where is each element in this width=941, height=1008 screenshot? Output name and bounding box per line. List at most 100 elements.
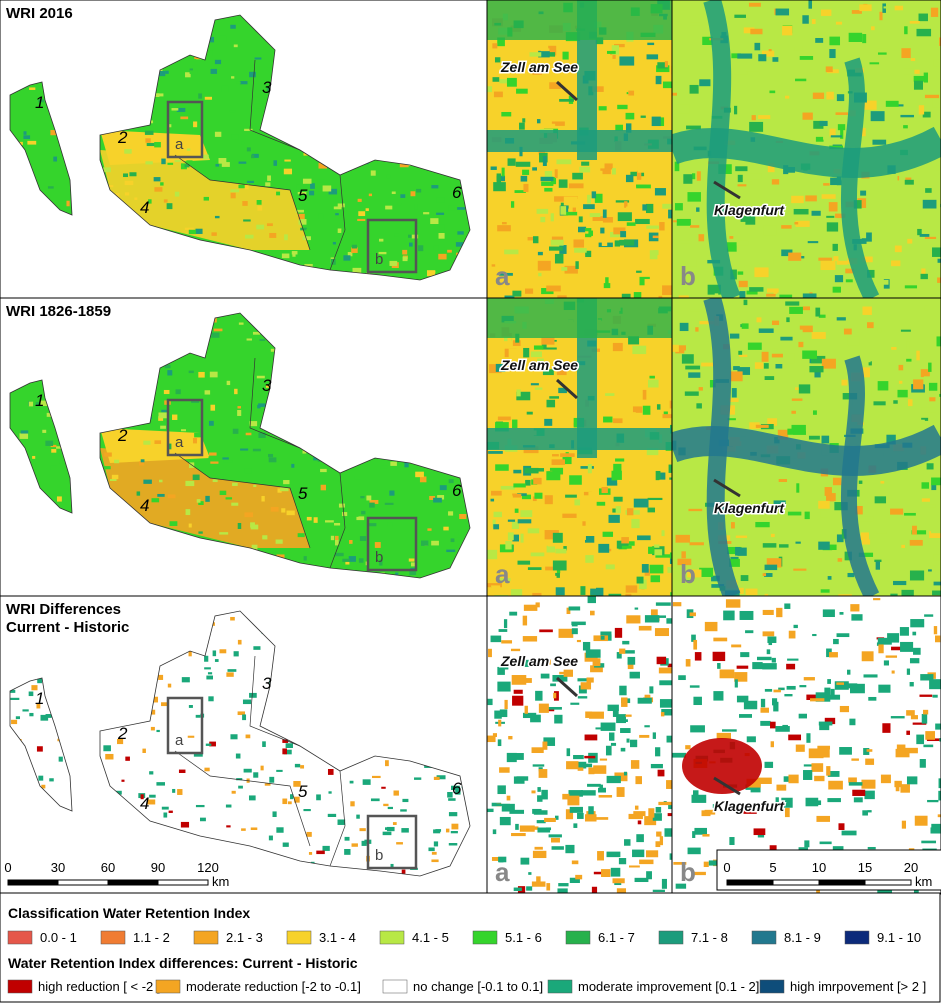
raster-cell	[276, 540, 283, 544]
raster-cell	[490, 239, 496, 247]
raster-cell	[402, 799, 408, 802]
raster-cell	[247, 181, 254, 183]
raster-cell	[318, 214, 323, 219]
scale-segment	[108, 880, 158, 885]
valley	[487, 0, 672, 40]
raster-cell	[536, 602, 540, 607]
raster-cell	[210, 50, 213, 56]
raster-cell	[851, 758, 859, 760]
raster-cell	[447, 250, 452, 253]
raster-cell	[729, 236, 733, 239]
raster-cell	[884, 6, 890, 8]
raster-cell	[281, 508, 285, 512]
raster-cell	[762, 663, 777, 669]
raster-cell	[808, 241, 819, 243]
raster-cell	[105, 754, 113, 760]
raster-cell	[934, 626, 937, 634]
raster-cell	[573, 239, 584, 247]
raster-cell	[841, 380, 847, 386]
raster-cell	[636, 185, 646, 187]
raster-cell	[757, 657, 772, 660]
raster-cell	[618, 719, 628, 722]
raster-cell	[295, 764, 300, 767]
raster-cell	[784, 353, 794, 363]
raster-cell	[508, 158, 516, 165]
raster-cell	[737, 54, 752, 59]
raster-cell	[431, 859, 438, 862]
raster-cell	[906, 731, 910, 735]
raster-cell	[222, 457, 228, 459]
raster-cell	[350, 473, 354, 478]
place-label: Klagenfurt	[714, 500, 785, 516]
raster-cell	[552, 846, 564, 850]
raster-cell	[499, 79, 507, 83]
raster-cell	[558, 883, 568, 886]
raster-cell	[723, 611, 734, 621]
raster-cell	[897, 745, 906, 754]
raster-cell	[498, 417, 511, 421]
raster-cell	[806, 798, 819, 807]
raster-cell	[763, 631, 775, 636]
raster-cell	[764, 225, 776, 235]
raster-cell	[923, 745, 933, 748]
raster-cell	[630, 740, 637, 747]
raster-cell	[907, 669, 910, 675]
raster-cell	[499, 629, 508, 632]
raster-cell	[787, 659, 798, 661]
raster-cell	[582, 521, 585, 526]
raster-cell	[820, 510, 828, 517]
raster-cell	[316, 851, 324, 854]
raster-cell	[672, 93, 677, 96]
raster-cell	[528, 528, 539, 533]
raster-cell	[588, 492, 599, 497]
raster-cell	[822, 436, 830, 444]
raster-cell	[581, 162, 589, 166]
raster-cell	[551, 213, 554, 221]
raster-cell	[799, 847, 808, 850]
raster-cell	[151, 498, 159, 502]
raster-cell	[215, 659, 219, 662]
raster-cell	[149, 795, 156, 798]
raster-cell	[343, 255, 350, 260]
raster-cell	[648, 380, 659, 388]
raster-cell	[822, 194, 836, 199]
raster-cell	[833, 256, 838, 261]
raster-cell	[287, 511, 295, 516]
scale-tick-label: 90	[151, 860, 165, 875]
raster-cell	[349, 556, 356, 562]
raster-cell	[848, 337, 859, 346]
raster-cell	[414, 777, 421, 779]
raster-cell	[851, 614, 862, 620]
raster-cell	[836, 682, 844, 684]
raster-cell	[734, 106, 737, 114]
raster-cell	[827, 222, 838, 231]
raster-cell	[214, 329, 223, 332]
raster-cell	[359, 828, 365, 831]
raster-cell	[335, 536, 339, 540]
legend-label: moderate reduction [-2 to -0.1]	[186, 979, 361, 994]
raster-cell	[258, 403, 265, 407]
raster-cell	[803, 306, 810, 310]
raster-cell	[320, 469, 327, 472]
raster-cell	[446, 829, 449, 833]
raster-cell	[143, 441, 150, 445]
raster-cell	[657, 404, 661, 409]
raster-cell	[772, 348, 777, 350]
raster-cell	[170, 521, 178, 526]
raster-cell	[232, 483, 238, 486]
raster-cell	[497, 173, 501, 183]
raster-cell	[508, 532, 514, 540]
raster-cell	[837, 261, 848, 265]
raster-cell	[823, 609, 835, 617]
raster-cell	[103, 745, 111, 751]
raster-cell	[873, 401, 885, 405]
raster-cell	[51, 449, 56, 453]
raster-cell	[739, 281, 748, 287]
raster-cell	[261, 766, 264, 771]
raster-cell	[746, 589, 758, 595]
raster-cell	[328, 769, 334, 775]
raster-cell	[730, 334, 739, 339]
raster-cell	[515, 509, 519, 513]
raster-cell	[750, 182, 753, 184]
